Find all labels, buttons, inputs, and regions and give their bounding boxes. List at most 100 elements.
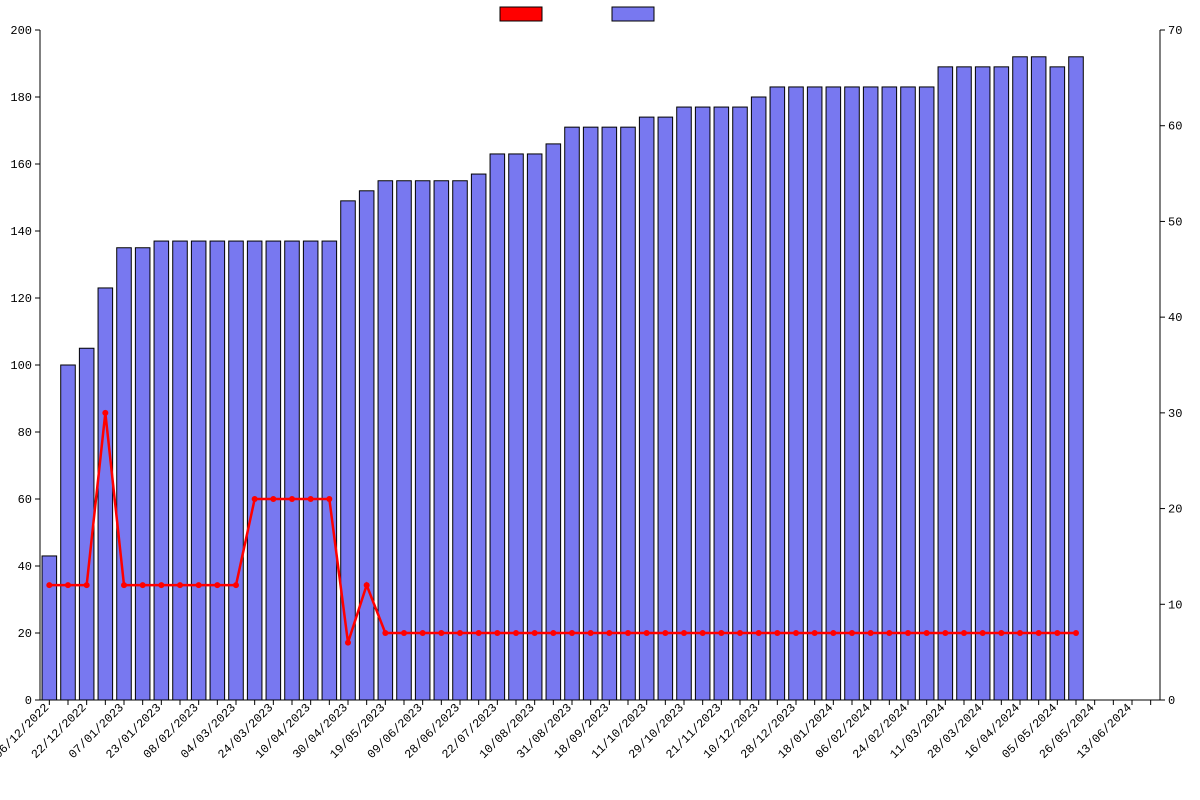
bar: [957, 67, 972, 700]
line-marker: [382, 630, 388, 636]
line-marker: [569, 630, 575, 636]
line-marker: [308, 496, 314, 502]
bar: [266, 241, 281, 700]
line-marker: [140, 582, 146, 588]
bar: [807, 87, 822, 700]
bar: [285, 241, 300, 700]
bar: [938, 67, 953, 700]
bar: [79, 348, 94, 700]
line-marker: [588, 630, 594, 636]
bar: [621, 127, 636, 700]
bar: [191, 241, 206, 700]
bar: [639, 117, 654, 700]
line-marker: [1017, 630, 1023, 636]
line-marker: [177, 582, 183, 588]
bar: [42, 556, 57, 700]
bar: [303, 241, 318, 700]
bar: [602, 127, 617, 700]
line-marker: [457, 630, 463, 636]
line-marker: [980, 630, 986, 636]
line-marker: [961, 630, 967, 636]
combo-chart-svg: 0204060801001201401601802000102030405060…: [0, 0, 1200, 800]
bar: [1050, 67, 1065, 700]
bar: [863, 87, 878, 700]
line-marker: [924, 630, 930, 636]
bar: [135, 248, 150, 700]
line-marker: [364, 582, 370, 588]
line-marker: [438, 630, 444, 636]
line-marker: [774, 630, 780, 636]
line-marker: [737, 630, 743, 636]
y-left-tick-label: 20: [18, 627, 32, 641]
bar: [565, 127, 580, 700]
line-marker: [513, 630, 519, 636]
line-marker: [886, 630, 892, 636]
bar: [434, 181, 449, 700]
bar: [733, 107, 748, 700]
line-marker: [158, 582, 164, 588]
bar: [359, 191, 374, 700]
bar: [826, 87, 841, 700]
bar: [882, 87, 897, 700]
y-right-tick-label: 0: [1168, 694, 1175, 708]
bar: [919, 87, 934, 700]
line-marker: [1054, 630, 1060, 636]
legend-swatch: [500, 7, 542, 21]
bar: [677, 107, 692, 700]
y-left-tick-label: 160: [10, 158, 32, 172]
bar: [714, 107, 729, 700]
line-marker: [420, 630, 426, 636]
bar: [210, 241, 225, 700]
line-marker: [252, 496, 258, 502]
y-right-tick-label: 60: [1168, 120, 1182, 134]
line-marker: [812, 630, 818, 636]
combo-chart: 0204060801001201401601802000102030405060…: [0, 0, 1200, 800]
y-left-tick-label: 0: [25, 694, 32, 708]
line-marker: [121, 582, 127, 588]
bar: [658, 117, 673, 700]
line-marker: [644, 630, 650, 636]
legend-swatch: [612, 7, 654, 21]
bar: [322, 241, 337, 700]
bar: [1069, 57, 1084, 700]
bar: [1031, 57, 1046, 700]
line-marker: [46, 582, 52, 588]
line-marker: [289, 496, 295, 502]
y-right-tick-label: 20: [1168, 503, 1182, 517]
line-marker: [326, 496, 332, 502]
line-marker: [1073, 630, 1079, 636]
bar: [415, 181, 430, 700]
y-left-tick-label: 140: [10, 225, 32, 239]
bar: [975, 67, 990, 700]
line-marker: [793, 630, 799, 636]
line-marker: [84, 582, 90, 588]
line-marker: [718, 630, 724, 636]
bar: [901, 87, 916, 700]
y-right-tick-label: 40: [1168, 311, 1182, 325]
bar: [61, 365, 76, 700]
line-marker: [830, 630, 836, 636]
bar: [770, 87, 785, 700]
line-marker: [233, 582, 239, 588]
line-marker: [1036, 630, 1042, 636]
y-right-tick-label: 70: [1168, 24, 1182, 38]
y-left-tick-label: 40: [18, 560, 32, 574]
y-left-tick-label: 60: [18, 493, 32, 507]
line-marker: [270, 496, 276, 502]
line-marker: [494, 630, 500, 636]
line-marker: [625, 630, 631, 636]
y-right-tick-label: 10: [1168, 598, 1182, 612]
bar: [509, 154, 524, 700]
y-right-tick-label: 50: [1168, 215, 1182, 229]
bar: [845, 87, 860, 700]
line-marker: [700, 630, 706, 636]
y-left-tick-label: 180: [10, 91, 32, 105]
line-marker: [681, 630, 687, 636]
bar: [789, 87, 804, 700]
line-marker: [345, 640, 351, 646]
bar: [173, 241, 188, 700]
bar: [154, 241, 169, 700]
line-marker: [196, 582, 202, 588]
line-marker: [401, 630, 407, 636]
y-left-tick-label: 100: [10, 359, 32, 373]
